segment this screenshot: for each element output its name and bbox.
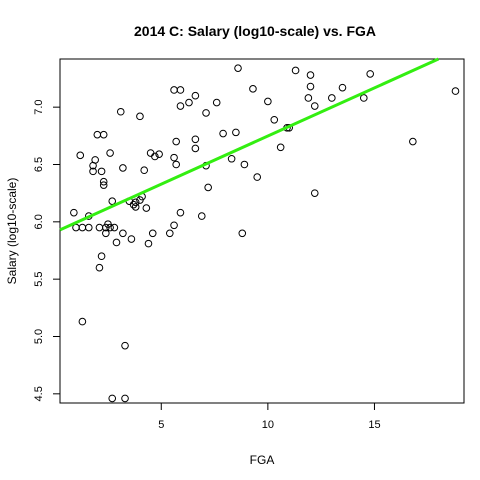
- y-tick-label-3: 6.0: [33, 214, 45, 229]
- data-point-58: [191, 135, 200, 144]
- data-point-87: [366, 70, 374, 78]
- data-point-73: [264, 97, 272, 106]
- data-point-48: [170, 86, 178, 94]
- data-point-0: [70, 208, 78, 217]
- data-point-10: [93, 130, 102, 139]
- data-point-80: [306, 71, 315, 79]
- data-point-40: [140, 166, 149, 175]
- data-point-46: [155, 150, 163, 158]
- data-point-26: [112, 238, 121, 247]
- data-point-28: [119, 164, 127, 172]
- data-point-85: [338, 83, 347, 92]
- y-axis-label: Salary (log10-scale): [5, 178, 19, 285]
- y-tick-label-5: 7.0: [33, 100, 45, 115]
- data-point-11: [95, 223, 104, 232]
- data-point-67: [232, 128, 240, 137]
- data-point-41: [142, 204, 151, 212]
- data-point-54: [176, 102, 185, 110]
- data-point-14: [97, 252, 106, 261]
- data-point-59: [191, 144, 200, 153]
- plot-frame: [59, 58, 465, 404]
- data-point-74: [270, 115, 279, 124]
- data-point-17: [99, 181, 108, 189]
- data-point-88: [409, 137, 417, 146]
- data-point-66: [227, 154, 236, 163]
- data-point-89: [451, 87, 460, 95]
- data-point-22: [106, 149, 114, 157]
- data-point-50: [170, 221, 178, 230]
- chart-title: 2014 C: Salary (log10-scale) vs. FGA: [134, 23, 376, 39]
- data-points: [70, 64, 460, 403]
- data-point-4: [78, 223, 87, 232]
- data-point-72: [253, 173, 262, 181]
- data-point-36: [131, 198, 140, 207]
- data-point-51: [172, 160, 180, 169]
- data-point-43: [146, 149, 155, 157]
- data-point-64: [212, 98, 221, 107]
- data-point-27: [116, 107, 125, 116]
- data-point-61: [202, 109, 210, 117]
- data-point-16: [99, 177, 108, 186]
- x-tick-label-1: 10: [262, 419, 274, 431]
- data-point-86: [359, 94, 368, 102]
- data-point-57: [191, 91, 200, 100]
- data-point-9: [91, 156, 99, 164]
- data-point-78: [291, 66, 300, 75]
- data-point-23: [108, 197, 117, 205]
- data-point-82: [310, 102, 319, 110]
- data-point-52: [172, 137, 180, 146]
- data-point-55: [176, 208, 185, 217]
- data-point-15: [99, 130, 108, 139]
- x-tick-label-0: 5: [158, 419, 164, 431]
- data-point-68: [234, 64, 242, 72]
- data-point-49: [170, 153, 178, 162]
- data-point-12: [95, 263, 104, 272]
- data-point-60: [197, 212, 206, 220]
- data-point-3: [78, 317, 87, 326]
- data-point-45: [151, 152, 159, 161]
- y-axis: 4.5 5.0 5.5 6.0 6.5 7.0: [33, 100, 60, 401]
- x-axis: 5 10 15: [158, 403, 381, 431]
- data-point-6: [84, 223, 93, 232]
- x-tick-label-2: 15: [368, 419, 380, 431]
- data-point-81: [306, 82, 315, 91]
- data-point-7: [89, 167, 97, 176]
- data-point-47: [165, 229, 174, 238]
- x-axis-label: FGA: [250, 453, 275, 467]
- data-point-33: [127, 235, 136, 243]
- data-point-56: [185, 98, 193, 107]
- data-point-79: [304, 94, 313, 102]
- data-point-83: [310, 189, 319, 197]
- regression-line: [59, 57, 440, 232]
- y-tick-label-0: 4.5: [33, 386, 45, 401]
- data-point-25: [110, 223, 119, 232]
- data-point-37: [136, 112, 144, 121]
- y-tick-label-4: 6.5: [33, 157, 45, 172]
- y-tick-label-2: 5.5: [33, 272, 45, 287]
- data-point-29: [119, 229, 127, 238]
- data-point-35: [131, 203, 140, 211]
- data-point-21: [106, 223, 114, 232]
- data-point-34: [129, 200, 138, 209]
- data-point-69: [238, 229, 247, 238]
- data-point-53: [176, 86, 185, 94]
- data-point-65: [219, 129, 227, 138]
- data-point-42: [144, 239, 153, 248]
- data-point-44: [148, 229, 157, 238]
- data-point-70: [240, 160, 249, 169]
- data-point-71: [249, 85, 257, 93]
- data-point-30: [121, 341, 129, 350]
- data-point-18: [102, 229, 110, 238]
- data-point-63: [204, 183, 212, 192]
- data-point-13: [97, 167, 106, 176]
- data-point-2: [76, 151, 85, 160]
- data-point-75: [276, 143, 285, 152]
- data-point-84: [328, 94, 336, 102]
- data-point-31: [121, 394, 129, 403]
- data-point-24: [108, 394, 117, 403]
- y-tick-label-1: 5.0: [33, 329, 45, 344]
